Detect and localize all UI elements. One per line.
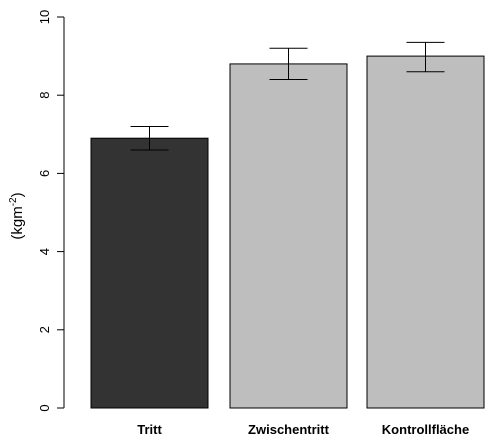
y-tick-label: 8 — [37, 92, 52, 99]
y-tick-label: 10 — [37, 10, 52, 24]
y-axis: 0 2 4 6 8 10 — [37, 10, 65, 412]
x-category-label: Kontrollfläche — [382, 422, 469, 437]
y-axis-title-close: ) — [9, 192, 26, 197]
y-tick-label: 0 — [37, 404, 52, 411]
y-axis-title-superscript: -2 — [8, 197, 19, 206]
error-bars-group — [130, 41, 445, 151]
bar-zwischentritt — [229, 63, 348, 409]
y-tick-label: 4 — [37, 248, 52, 255]
x-category-label: Tritt — [137, 422, 162, 437]
x-axis-labels: Tritt Zwischentritt Kontrollfläche — [137, 422, 469, 437]
bars-group — [90, 55, 485, 409]
bar-kontrollfl-che — [366, 55, 485, 409]
y-tick-label: 6 — [37, 170, 52, 177]
y-axis-title: (kgm-2) — [8, 192, 26, 239]
y-tick-label: 2 — [37, 326, 52, 333]
y-axis-title-main: (kgm — [9, 206, 26, 239]
x-category-label: Zwischentritt — [248, 422, 330, 437]
bar-tritt — [90, 137, 209, 409]
